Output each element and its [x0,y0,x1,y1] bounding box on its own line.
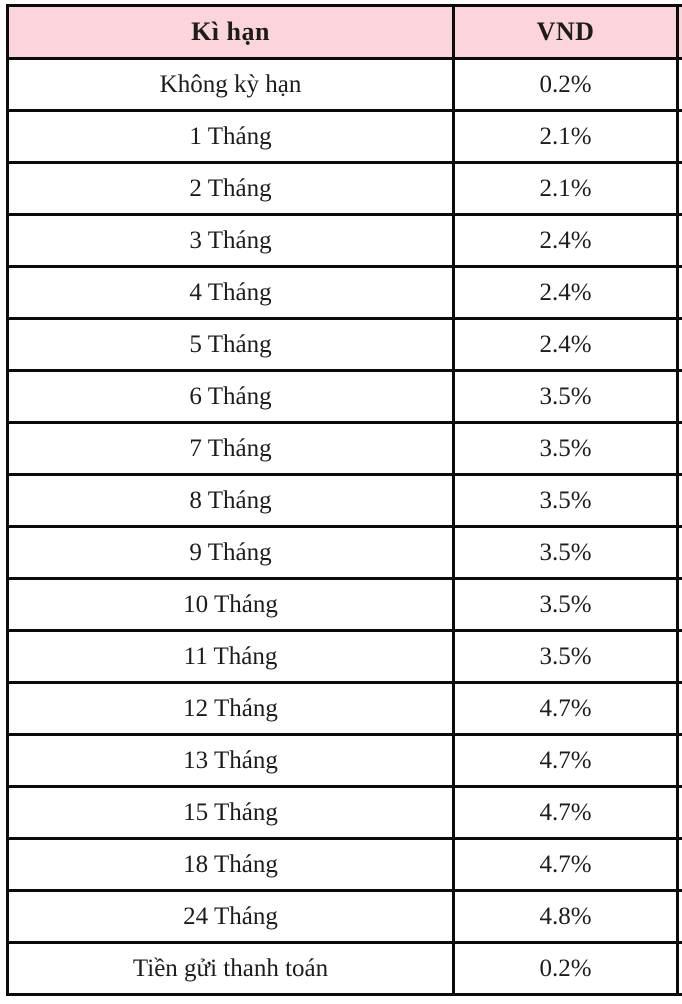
term-cell: 15 Tháng [6,785,455,840]
term-cell: 10 Tháng [6,577,455,632]
rate-cell: 3.5% [452,577,679,632]
term-cell: 5 Tháng [6,317,455,372]
rate-cell: 2.1% [452,109,679,164]
term-cell: Không kỳ hạn [6,57,455,112]
table-row: 7 Tháng 3.5% [6,421,682,476]
cutoff-cell [676,577,682,632]
table-row: 18 Tháng 4.7% [6,837,682,892]
table-row: 1 Tháng 2.1% [6,109,682,164]
rate-cell: 2.1% [452,161,679,216]
cutoff-cell [676,837,682,892]
rate-cell: 3.5% [452,473,679,528]
term-cell: 1 Tháng [6,109,455,164]
term-cell: 4 Tháng [6,265,455,320]
table-row: 11 Tháng 3.5% [6,629,682,684]
rate-cell: 0.2% [452,941,679,996]
cutoff-cell [676,161,682,216]
table-row: 6 Tháng 3.5% [6,369,682,424]
cutoff-cell [676,785,682,840]
cutoff-cell [676,473,682,528]
table-row: 5 Tháng 2.4% [6,317,682,372]
cutoff-cell [676,109,682,164]
table-row: Không kỳ hạn 0.2% [6,57,682,112]
cutoff-cell [676,317,682,372]
table-header: Kì hạn VND [6,4,682,60]
table-row: Tiền gửi thanh toán 0.2% [6,941,682,996]
header-row: Kì hạn VND [6,4,682,60]
rate-cell: 4.8% [452,889,679,944]
term-cell: 3 Tháng [6,213,455,268]
rate-cell: 3.5% [452,369,679,424]
table-row: 12 Tháng 4.7% [6,681,682,736]
term-cell: 18 Tháng [6,837,455,892]
term-cell: 24 Tháng [6,889,455,944]
term-cell: 13 Tháng [6,733,455,788]
term-cell: 11 Tháng [6,629,455,684]
rate-cell: 4.7% [452,785,679,840]
table-row: 9 Tháng 3.5% [6,525,682,580]
cutoff-cell [676,213,682,268]
table-row: 10 Tháng 3.5% [6,577,682,632]
table-row: 3 Tháng 2.4% [6,213,682,268]
cutoff-cell [676,941,682,996]
cutoff-cell [676,733,682,788]
rate-cell: 3.5% [452,421,679,476]
cutoff-cell [676,525,682,580]
table-row: 8 Tháng 3.5% [6,473,682,528]
cutoff-cell [676,629,682,684]
table-row: 4 Tháng 2.4% [6,265,682,320]
interest-rate-table: Kì hạn VND Không kỳ hạn 0.2% 1 Tháng 2.1% 2 … [6,4,682,996]
term-cell: 8 Tháng [6,473,455,528]
rate-cell: 2.4% [452,265,679,320]
rate-cell: 4.7% [452,681,679,736]
rate-cell: 2.4% [452,317,679,372]
cutoff-cell [676,421,682,476]
column-header-vnd: VND [452,4,679,60]
rate-cell: 4.7% [452,733,679,788]
table-row: 24 Tháng 4.8% [6,889,682,944]
rate-cell: 3.5% [452,629,679,684]
column-header-cutoff [676,4,682,60]
cutoff-cell [676,889,682,944]
rate-cell: 2.4% [452,213,679,268]
term-cell: 12 Tháng [6,681,455,736]
table-row: 2 Tháng 2.1% [6,161,682,216]
cutoff-cell [676,57,682,112]
cutoff-cell [676,265,682,320]
term-cell: 6 Tháng [6,369,455,424]
rate-cell: 3.5% [452,525,679,580]
term-cell: 7 Tháng [6,421,455,476]
table-row: 15 Tháng 4.7% [6,785,682,840]
rate-cell: 4.7% [452,837,679,892]
cutoff-cell [676,369,682,424]
term-cell: 9 Tháng [6,525,455,580]
table-body: Không kỳ hạn 0.2% 1 Tháng 2.1% 2 Tháng 2.1% 3 … [6,57,682,996]
column-header-term: Kì hạn [6,4,455,60]
table-row: 13 Tháng 4.7% [6,733,682,788]
term-cell: 2 Tháng [6,161,455,216]
term-cell: Tiền gửi thanh toán [6,941,455,996]
rate-cell: 0.2% [452,57,679,112]
cutoff-cell [676,681,682,736]
